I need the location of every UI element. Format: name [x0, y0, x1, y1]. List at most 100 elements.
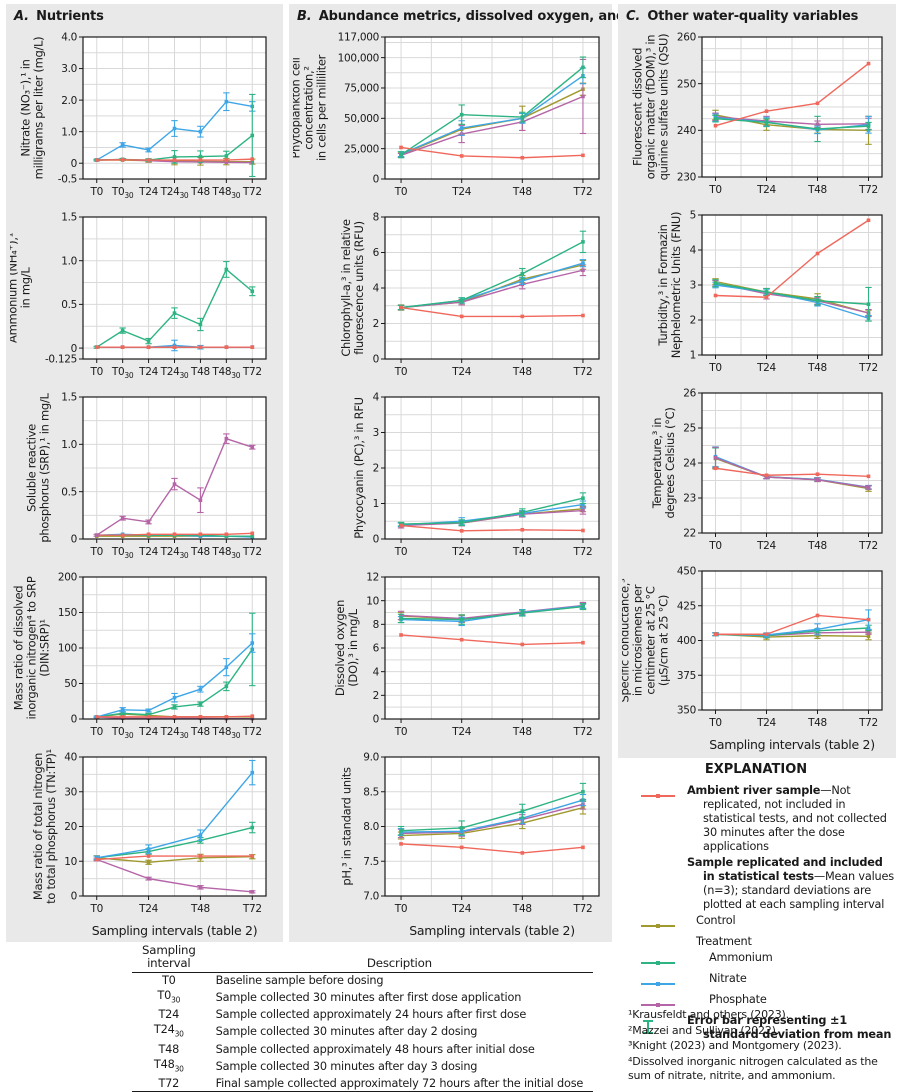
svg-text:T0: T0: [89, 903, 103, 915]
svg-text:T72: T72: [242, 366, 262, 378]
table-row: T030 Sample collected 30 minutes after fi…: [132, 988, 593, 1007]
table-row: T0 Baseline sample before dosing: [132, 973, 593, 989]
sampling-interval-cell: T72: [158, 1076, 180, 1090]
sampling-interval-cell: T48: [158, 1042, 180, 1056]
svg-text:T2430: T2430: [160, 726, 189, 740]
svg-text:Dissolved oxygen: Dissolved oxygen: [333, 600, 347, 696]
svg-text:4: 4: [373, 283, 380, 295]
svg-text:T24: T24: [138, 903, 158, 915]
svg-text:T0: T0: [89, 546, 103, 558]
svg-text:in cells per milliliter: in cells per milliliter: [314, 54, 328, 161]
svg-text:1.0: 1.0: [61, 255, 77, 267]
chart-ph: 7.0 7.5 8.0 8.5 9.0 T0 T24 T48 T72 Sampling inter…: [293, 745, 612, 943]
svg-text:degrees Celsius (°C): degrees Celsius (°C): [663, 407, 677, 518]
legend-ammonium-label: Ammonium: [709, 951, 773, 964]
svg-text:200: 200: [58, 572, 77, 584]
sampling-interval-cell: T4830: [153, 1057, 184, 1073]
svg-text:26: 26: [683, 388, 696, 400]
svg-text:Temperature,³ in: Temperature,³ in: [650, 418, 664, 509]
svg-text:0.5: 0.5: [61, 299, 77, 311]
svg-text:1: 1: [373, 498, 379, 510]
svg-text:150: 150: [58, 607, 77, 619]
header-sampling-interval: Sampling interval: [142, 943, 196, 970]
svg-text:-0.125: -0.125: [45, 354, 77, 366]
svg-text:T72: T72: [858, 362, 878, 374]
svg-text:(µS/cm at 25 °C): (µS/cm at 25 °C): [657, 595, 671, 686]
chart-dissolved-oxygen: 0 2 4 6 8 10 12 T0 T24 T48 T72 Dissolved oxygen (DO)…: [293, 565, 612, 745]
table-row: T24 Sample collected approximately 24 hou…: [132, 1007, 593, 1022]
svg-text:4: 4: [690, 245, 697, 257]
svg-text:pH,³ in standard units: pH,³ in standard units: [340, 767, 354, 886]
svg-text:T72: T72: [858, 540, 878, 552]
svg-text:240: 240: [677, 125, 696, 137]
svg-text:quinine sulfate units (QSU): quinine sulfate units (QSU): [657, 34, 671, 181]
panel-b-letter: B.: [297, 9, 312, 24]
footnote-2: ²Mazzei and Sullivan (2022).: [628, 1023, 780, 1037]
legend-errorbar-text: Error bar representing ±1 standard devia…: [687, 1014, 892, 1041]
svg-text:T72: T72: [242, 546, 262, 558]
svg-text:T48: T48: [512, 366, 532, 378]
svg-text:8: 8: [373, 212, 379, 224]
legend-phosphate-label: Phosphate: [709, 993, 767, 1006]
svg-text:3: 3: [690, 280, 696, 292]
svg-text:organic matter (fDOM),³ in: organic matter (fDOM),³ in: [644, 35, 658, 180]
legend-item-replicated: Sample replicated and included in statis…: [615, 856, 897, 912]
svg-text:Fluorescent dissolved: Fluorescent dissolved: [631, 48, 645, 166]
svg-text:3: 3: [373, 427, 379, 439]
svg-text:T48: T48: [190, 903, 210, 915]
svg-text:T4830: T4830: [211, 546, 240, 560]
sampling-interval-cell: T0: [161, 974, 176, 987]
svg-text:T72: T72: [242, 186, 262, 198]
svg-text:Sampling intervals (table 2): Sampling intervals (table 2): [709, 737, 875, 752]
svg-text:T48: T48: [512, 903, 532, 915]
svg-text:T72: T72: [573, 726, 593, 738]
panel-b-title-text: Abundance metrics, dissolved oxygen, and…: [314, 9, 650, 24]
chart-phycocyanin: 0 1 2 3 4 T0 T24 T48 T72 Phycocyanin (PC),³ in RF…: [293, 385, 612, 565]
svg-text:400: 400: [677, 635, 696, 647]
svg-text:0: 0: [71, 534, 77, 546]
svg-text:Mass ratio of dissolved: Mass ratio of dissolved: [12, 586, 26, 711]
explanation-title: EXPLANATION: [704, 762, 808, 777]
svg-text:T48: T48: [807, 184, 827, 196]
svg-text:T24: T24: [451, 366, 471, 378]
svg-text:8: 8: [373, 619, 379, 631]
svg-text:T72: T72: [242, 726, 262, 738]
svg-text:T48: T48: [190, 186, 210, 198]
chart-ammonium: -0.125 0 0.5 1.0 1.5 T0 T030 T24 T2430 T48 T4830 T7…: [10, 205, 283, 385]
svg-text:fluorescence units (RFU): fluorescence units (RFU): [352, 221, 366, 355]
panel-a-title: A. Nutrients: [6, 4, 283, 25]
svg-text:2: 2: [373, 690, 379, 702]
svg-text:T48: T48: [190, 546, 210, 558]
svg-text:1: 1: [690, 350, 696, 362]
svg-text:4: 4: [373, 392, 380, 404]
svg-text:T4830: T4830: [211, 726, 240, 740]
svg-text:2: 2: [690, 315, 696, 327]
panel-a-nutrients: A. Nutrients -0.5 0 1.0 2.0 3.0 4.0 T0 T030 T24 T…: [6, 4, 283, 942]
sampling-interval-cell: T24: [158, 1008, 180, 1022]
description-cell: Sample collected 30 minutes after first …: [215, 991, 522, 1005]
legend-treatment-label: Treatment: [696, 935, 752, 948]
svg-text:T48: T48: [807, 540, 827, 552]
svg-text:T48: T48: [512, 186, 532, 198]
svg-text:100,000: 100,000: [338, 52, 379, 64]
panel-b-title: B. Abundance metrics, dissolved oxygen, …: [289, 4, 649, 25]
error-bar-icon: [641, 1014, 681, 1042]
svg-text:T72: T72: [242, 903, 262, 915]
control-line-icon: [641, 914, 681, 933]
svg-text:T48: T48: [512, 546, 532, 558]
svg-text:6: 6: [373, 643, 380, 655]
svg-text:T2430: T2430: [160, 546, 189, 560]
svg-text:0: 0: [373, 714, 379, 726]
svg-text:T030: T030: [111, 546, 134, 560]
svg-text:9.0: 9.0: [363, 752, 379, 764]
svg-text:0: 0: [373, 174, 379, 186]
sampling-table-header: Sampling interval Description: [132, 943, 594, 973]
svg-text:T72: T72: [573, 903, 593, 915]
svg-text:23: 23: [683, 493, 696, 505]
svg-text:25,000: 25,000: [344, 143, 379, 155]
sampling-table-body: T0 Baseline sample before dosing T030 Sampl…: [132, 973, 594, 1092]
explanation-legend: EXPLANATION Ambient river sample—Not rep…: [615, 760, 897, 1044]
svg-text:2.0: 2.0: [61, 95, 77, 107]
chart-nitrate: -0.5 0 1.0 2.0 3.0 4.0 T0 T030 T24 T2430 T48 T4830 T…: [10, 25, 283, 205]
svg-text:0: 0: [71, 891, 77, 903]
